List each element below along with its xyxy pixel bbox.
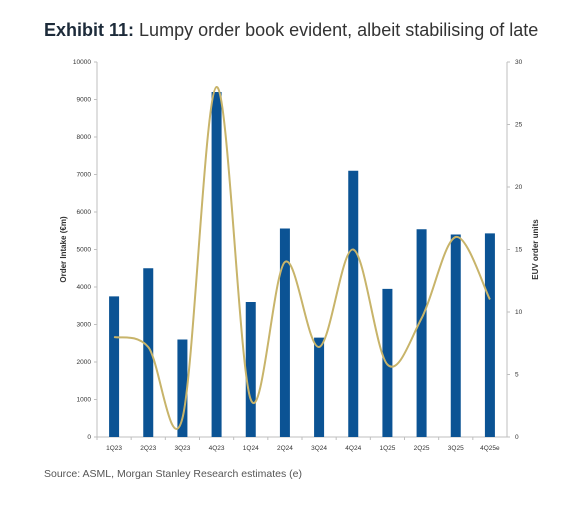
right-tick-label: 5 <box>515 372 519 379</box>
bar <box>245 302 256 437</box>
left-tick-label: 3000 <box>77 322 92 329</box>
right-tick-label: 20 <box>515 184 523 191</box>
x-tick-label: 2Q25 <box>414 445 430 452</box>
euv-order-line <box>113 85 491 430</box>
right-tick-label: 25 <box>515 122 523 129</box>
left-tick-label: 5000 <box>77 247 92 254</box>
left-tick-label: 4000 <box>77 284 92 291</box>
x-tick-label: 1Q24 <box>243 445 259 452</box>
bar <box>279 228 290 437</box>
x-tick-label: 2Q24 <box>277 445 293 452</box>
bar <box>109 296 120 437</box>
bar <box>484 233 495 437</box>
bar <box>177 339 188 437</box>
right-tick-label: 30 <box>515 59 523 66</box>
left-tick-label: 2000 <box>77 359 92 366</box>
x-tick-label: 1Q23 <box>106 445 122 452</box>
x-tick-label: 4Q25e <box>480 445 500 452</box>
left-tick-label: 9000 <box>77 97 92 104</box>
left-tick-label: 6000 <box>77 209 92 216</box>
right-axis-title: EUV order units <box>531 219 540 280</box>
left-tick-label: 10000 <box>73 59 91 66</box>
bar <box>382 288 393 437</box>
left-tick-label: 7000 <box>77 172 92 179</box>
left-tick-label: 0 <box>87 434 91 441</box>
x-tick-label: 2Q23 <box>140 445 156 452</box>
x-tick-label: 4Q24 <box>345 445 361 452</box>
right-tick-label: 10 <box>515 309 523 316</box>
right-tick-label: 15 <box>515 247 523 254</box>
exhibit-label: Exhibit 11: <box>44 20 135 40</box>
right-tick-label: 0 <box>515 434 519 441</box>
source-note: Source: ASML, Morgan Stanley Research es… <box>44 468 302 480</box>
x-tick-label: 1Q25 <box>379 445 395 452</box>
x-tick-label: 3Q25 <box>448 445 464 452</box>
x-tick-label: 4Q23 <box>209 445 225 452</box>
bar <box>348 170 359 437</box>
title-text: Lumpy order book evident, albeit stabili… <box>139 20 539 40</box>
chart-title: Exhibit 11: Lumpy order book evident, al… <box>44 20 538 41</box>
bar <box>143 268 154 437</box>
x-tick-label: 3Q23 <box>174 445 190 452</box>
bar <box>314 337 325 437</box>
x-tick-label: 3Q24 <box>311 445 327 452</box>
bar <box>211 92 222 437</box>
left-tick-label: 8000 <box>77 134 92 141</box>
bar <box>450 234 461 437</box>
bar <box>416 229 427 437</box>
left-tick-label: 1000 <box>77 397 92 404</box>
left-axis-title: Order Intake (€m) <box>59 216 68 283</box>
